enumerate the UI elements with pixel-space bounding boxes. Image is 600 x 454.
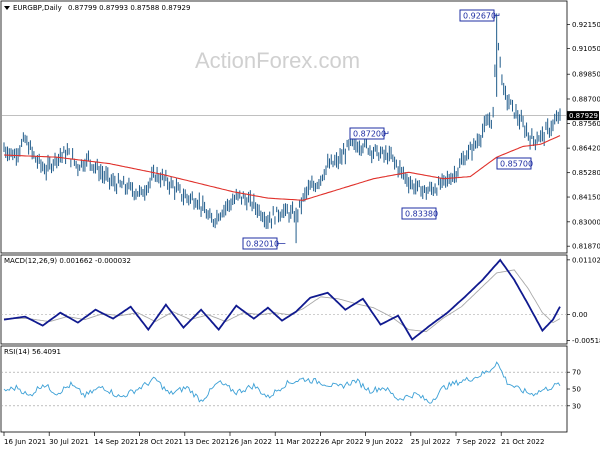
- price-annotation: 0.85700: [497, 158, 533, 169]
- date-tick-label: 13 Dec 2021: [185, 438, 230, 446]
- macd-tick-label: -0.005182: [572, 337, 600, 345]
- date-tick-label: 11 Mar 2022: [275, 438, 319, 446]
- macd-panel: MACD(12,26,9) 0.001662 -0.000032 0.01102…: [1, 255, 600, 345]
- rsi-tick-label: 50: [572, 386, 581, 394]
- date-tick-label: 9 Jun 2022: [366, 438, 404, 446]
- date-tick-label: 30 Jul 2021: [49, 438, 89, 446]
- macd-tick-label: 0.011023: [572, 256, 600, 264]
- price-tick-label: 0.83000: [572, 218, 600, 226]
- price-tick-label: 0.87560: [572, 120, 600, 128]
- current-price-tag-label: 0.87929: [569, 112, 598, 120]
- macd-axis: 0.011023 0.00 -0.005182: [567, 256, 600, 345]
- rsi-title: RSI(14) 56.4091: [4, 348, 61, 356]
- annotation-label: 0.82010: [246, 240, 279, 249]
- price-tick-label: 0.92150: [572, 21, 600, 29]
- price-tick-label: 0.88700: [572, 95, 600, 103]
- price-axis: 0.92150 0.91050 0.89850 0.88700 0.87560 0.864…: [567, 21, 600, 251]
- price-annotation: 0.92670: [460, 10, 499, 21]
- annotation-label: 0.92670: [463, 12, 496, 21]
- price-annotation: 0.87200: [350, 128, 388, 139]
- price-tick-label: 0.91050: [572, 45, 600, 53]
- macd-title: MACD(12,26,9) 0.001662 -0.000032: [4, 257, 131, 265]
- date-tick-label: 26 Jan 2022: [230, 438, 272, 446]
- macd-plot-frame: [1, 255, 567, 344]
- rsi-plot-frame: [1, 346, 567, 432]
- date-tick-label: 25 Jul 2022: [411, 438, 451, 446]
- price-tick-label: 0.85280: [572, 169, 600, 177]
- price-tick-label: 0.86420: [572, 145, 600, 153]
- price-tick-label: 0.89850: [572, 71, 600, 79]
- annotation-label: 0.85700: [500, 160, 533, 169]
- date-tick-label: 21 Oct 2022: [501, 438, 544, 446]
- date-tick-label: 14 Sep 2021: [94, 438, 138, 446]
- symbol-title: EURGBP,Daily: [13, 4, 62, 12]
- rsi-axis: 70 50 30: [567, 369, 581, 411]
- current-price-tag: 0.87929: [567, 111, 599, 120]
- price-tick-label: 0.84150: [572, 194, 600, 202]
- price-title-group: EURGBP,Daily 0.87799 0.87993 0.87588 0.8…: [4, 4, 190, 12]
- rsi-tick-label: 30: [572, 402, 581, 410]
- watermark: ActionForex.com: [195, 48, 360, 73]
- price-panel: ActionForex.com EURGBP,Daily 0.87799 0.8…: [1, 1, 600, 253]
- date-tick-label: 7 Sep 2022: [456, 438, 496, 446]
- price-tick-label: 0.81870: [572, 243, 600, 251]
- annotation-label: 0.83380: [405, 210, 438, 219]
- date-tick-label: 28 Oct 2021: [140, 438, 183, 446]
- price-annotation: 0.82010: [243, 238, 285, 249]
- date-tick-label: 26 Apr 2022: [320, 438, 363, 446]
- price-annotation: 0.83380: [402, 208, 438, 219]
- date-tick-label: 16 Jun 2021: [4, 438, 46, 446]
- annotation-label: 0.87200: [353, 130, 386, 139]
- ohlc-values: 0.87799 0.87993 0.87588 0.87929: [68, 4, 190, 12]
- rsi-tick-label: 70: [572, 369, 581, 377]
- rsi-panel: RSI(14) 56.4091 70 50 30: [1, 346, 581, 432]
- macd-tick-label: 0.00: [572, 311, 588, 319]
